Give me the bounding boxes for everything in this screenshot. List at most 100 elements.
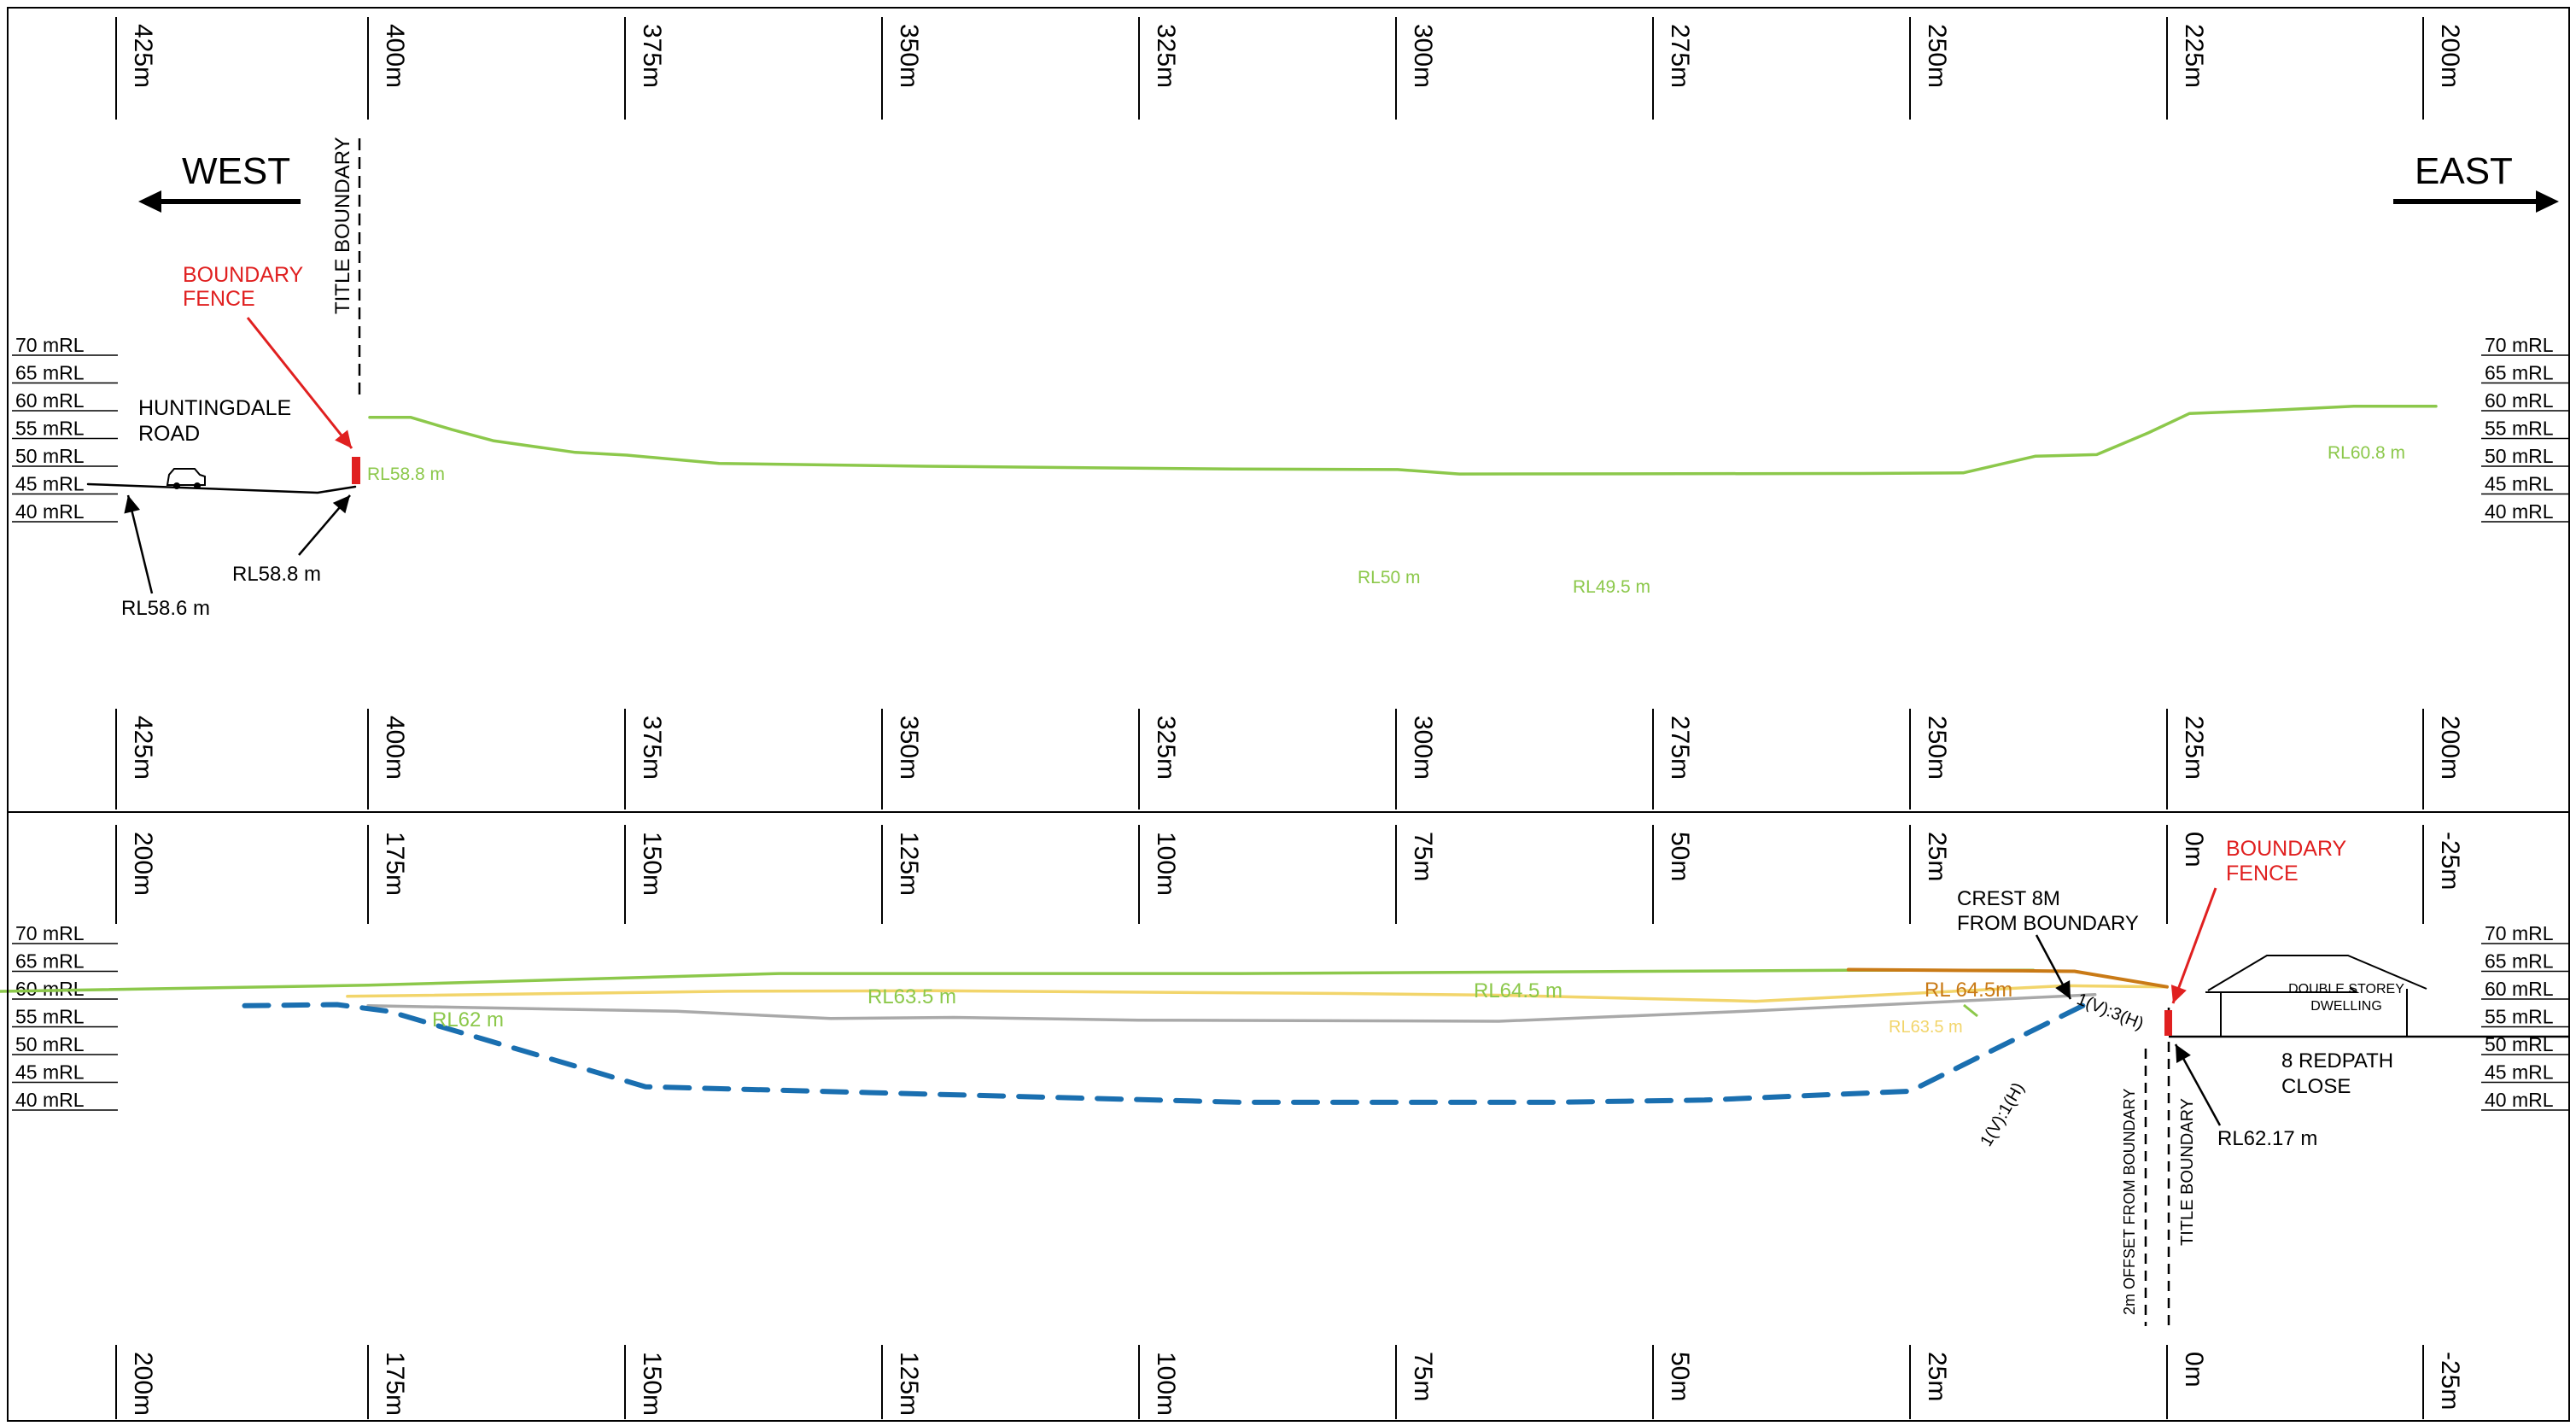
bottom-level-left-label: 55 mRL: [15, 1006, 85, 1028]
crest-note: CREST 8M: [1957, 887, 2060, 910]
top-level-right-label: 70 mRL: [2485, 334, 2554, 356]
bottom-level-right-label: 65 mRL: [2485, 950, 2554, 973]
yellow-profile: [346, 984, 2169, 1003]
bottom-chainage-lower-label: 150m: [638, 1352, 666, 1416]
top-title-boundary-label: TITLE BOUNDARY: [331, 137, 354, 314]
top-chainage-upper-label: 425m: [129, 24, 157, 88]
slope-label: 1(V):1(H): [1977, 1079, 2028, 1149]
bottom-chainage-lower-label: 200m: [129, 1352, 157, 1416]
top-ground-profile: [368, 405, 2438, 476]
top-boundary-fence-label: BOUNDARY: [183, 263, 304, 287]
bottom-level-left-label: 65 mRL: [15, 950, 85, 973]
top-chainage-upper-label: 375m: [638, 24, 666, 88]
bottom-chainage-lower-label: 25m: [1923, 1352, 1951, 1401]
crest-leader-head: [2055, 980, 2071, 999]
top-chainage-upper-label: 350m: [895, 24, 923, 88]
rl-label: RL64.5 m: [1474, 979, 1563, 1002]
top-chainage-lower-label: 350m: [895, 716, 923, 780]
bottom-boundary-fence-label: BOUNDARY: [2226, 837, 2347, 861]
top-chainage-lower-label: 325m: [1152, 716, 1180, 780]
bottom-chainage-upper-label: 0m: [2180, 832, 2208, 868]
rl-label: RL60.8 m: [2328, 443, 2405, 463]
bottom-cross-section: 200m 175m 150m 125m 100m 75m 50m 25m 0m -25m 200m 1…: [0, 825, 2570, 1419]
bottom-level-right-label: 70 mRL: [2485, 922, 2554, 944]
bottom-chainage-lower-label: 75m: [1409, 1352, 1437, 1401]
bottom-chainage-upper-label: 175m: [381, 832, 409, 896]
address-label: CLOSE: [2281, 1075, 2351, 1098]
rl-label: RL63.5 m: [1889, 1018, 1963, 1037]
bottom-level-left-label: 50 mRL: [15, 1033, 85, 1055]
car-wheel: [194, 482, 201, 489]
top-level-left-label: 50 mRL: [15, 445, 85, 467]
top-fence-arrow: [246, 317, 353, 449]
rl-label: RL50 m: [1358, 568, 1421, 587]
top-boundary-fence-label: FENCE: [183, 287, 255, 311]
dwelling-upper-floor: [2205, 987, 2360, 993]
top-fence-post: [352, 457, 360, 484]
bottom-chainage-lower-label: 0m: [2180, 1352, 2208, 1388]
rl-label: RL62 m: [432, 1008, 504, 1032]
address-label: 8 REDPATH: [2281, 1049, 2393, 1072]
top-chainage-upper-label: 200m: [2436, 24, 2464, 88]
top-level-right-label: 55 mRL: [2485, 418, 2554, 440]
rl-label: RL58.6 m: [121, 597, 210, 620]
bottom-chainage-lower-label: 175m: [381, 1352, 409, 1416]
top-level-right-label: 40 mRL: [2485, 500, 2554, 523]
rl-label: RL 64.5m: [1925, 979, 2012, 1002]
bottom-fence-arrow: [2171, 887, 2217, 1004]
road-name: HUNTINGDALE: [138, 396, 291, 420]
bottom-chainage-upper-label: -25m: [2436, 832, 2464, 890]
dwelling-label: DWELLING: [2310, 999, 2382, 1014]
top-chainage-lower-label: 375m: [638, 716, 666, 780]
bottom-chainage-lower-label: 50m: [1666, 1352, 1694, 1401]
top-chainage-lower-label: 425m: [129, 716, 157, 780]
top-chainage-upper-label: 250m: [1923, 24, 1951, 88]
bottom-level-right-label: 40 mRL: [2485, 1089, 2554, 1111]
offset-label: 2m OFFSET FROM BOUNDARY: [2121, 1089, 2138, 1315]
top-chainage-upper-label: 275m: [1666, 24, 1694, 88]
rl-label: RL58.8 m: [367, 465, 445, 484]
west-arrow-head: [138, 190, 162, 213]
bottom-level-left-label: 45 mRL: [15, 1061, 85, 1084]
bottom-chainage-upper-label: 150m: [638, 832, 666, 896]
bottom-chainage-upper-label: 25m: [1923, 832, 1951, 881]
top-chainage-lower-label: 300m: [1409, 716, 1437, 780]
top-chainage-upper-label: 225m: [2180, 24, 2208, 88]
bottom-chainage-upper-label: 75m: [1409, 832, 1437, 881]
dwelling-icon: [2205, 955, 2427, 1037]
rl-leader-head: [332, 495, 350, 514]
bottom-level-right-label: 60 mRL: [2485, 978, 2554, 1000]
west-label: WEST: [182, 150, 290, 192]
top-chainage-lower-label: 250m: [1923, 716, 1951, 780]
bottom-chainage-upper-label: 100m: [1152, 832, 1180, 896]
car-wheel: [173, 482, 180, 489]
top-chainage-lower-label: 225m: [2180, 716, 2208, 780]
rl-label: RL49.5 m: [1573, 577, 1650, 597]
top-chainage-lower-label: 275m: [1666, 716, 1694, 780]
bottom-chainage-upper-label: 200m: [129, 832, 157, 896]
top-level-right-label: 45 mRL: [2485, 473, 2554, 495]
top-chainage-upper-label: 400m: [381, 24, 409, 88]
top-level-left-label: 60 mRL: [15, 389, 85, 412]
top-level-left-label: 70 mRL: [15, 334, 85, 356]
top-level-right-label: 50 mRL: [2485, 445, 2554, 467]
top-level-left-label: 55 mRL: [15, 418, 85, 440]
top-level-left-label: 40 mRL: [15, 500, 85, 523]
bottom-chainage-lower-label: -25m: [2436, 1352, 2464, 1410]
rl-leader-head: [2176, 1044, 2191, 1063]
top-level-right-label: 60 mRL: [2485, 389, 2554, 412]
rl-label: RL62.17 m: [2217, 1127, 2317, 1150]
rl-leader-head: [124, 495, 140, 514]
bottom-level-right-label: 55 mRL: [2485, 1006, 2554, 1028]
green-tail: [1963, 1003, 1978, 1018]
east-label: EAST: [2415, 150, 2513, 192]
bottom-title-boundary-label: TITLE BOUNDARY: [2178, 1098, 2197, 1246]
bottom-level-right-label: 45 mRL: [2485, 1061, 2554, 1084]
crest-note: FROM BOUNDARY: [1957, 912, 2139, 935]
rl-label: RL63.5 m: [867, 985, 956, 1008]
drawing-frame: [7, 7, 2570, 1422]
top-chainage-lower-label: 400m: [381, 716, 409, 780]
road-name: ROAD: [138, 422, 200, 446]
dwelling-label: DOUBLE STOREY: [2288, 982, 2404, 996]
